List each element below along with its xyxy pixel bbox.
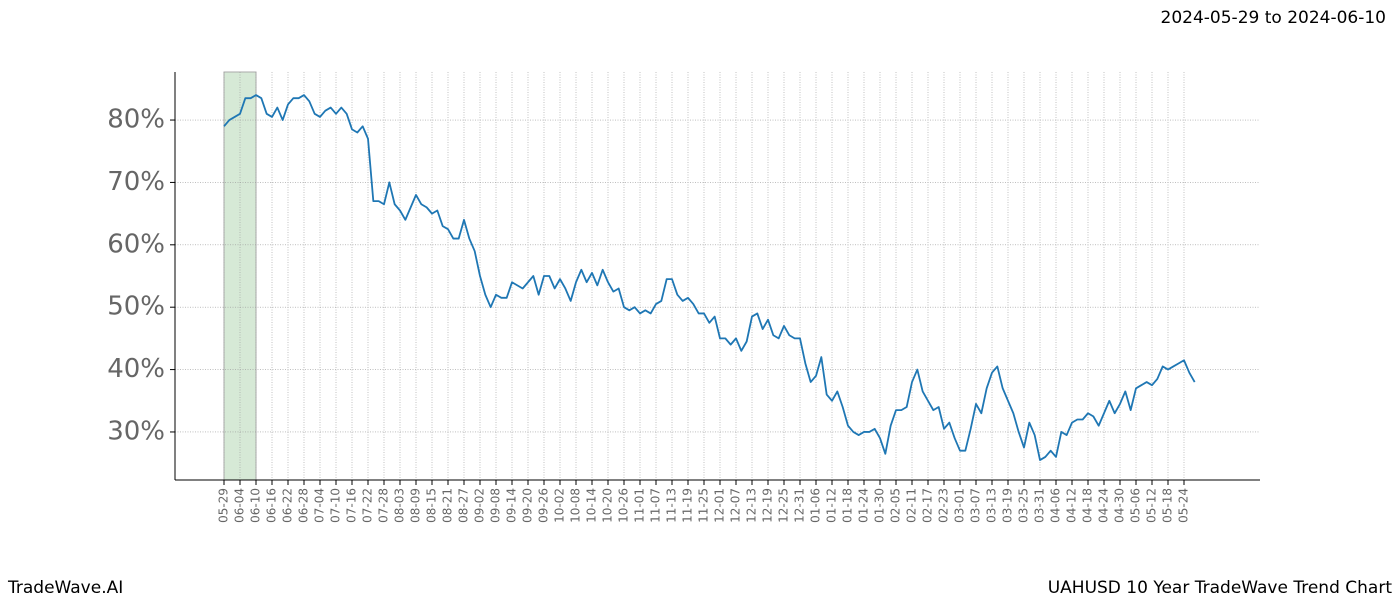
x-tick-label: 12-31: [793, 488, 807, 523]
x-tick-label: 07-10: [329, 488, 343, 523]
x-tick-label: 09-20: [521, 488, 535, 523]
x-tick-label: 12-13: [745, 488, 759, 523]
y-tick-label: 60%: [107, 229, 165, 259]
x-tick-label: 05-18: [1161, 488, 1175, 523]
x-tick-label: 12-01: [713, 488, 727, 523]
chart-title: 2024-05-29 to 2024-06-10: [1161, 8, 1386, 28]
trend-line: [223, 94, 1196, 461]
x-tick-label: 06-10: [249, 488, 263, 523]
x-tick-label: 10-20: [601, 488, 615, 523]
x-tick-label: 01-30: [873, 488, 887, 523]
y-tick-label: 30%: [107, 416, 165, 446]
x-tick-label: 09-08: [489, 488, 503, 523]
x-tick-label: 07-22: [361, 488, 375, 523]
x-tick-label: 09-14: [505, 488, 519, 523]
x-tick-label: 11-25: [697, 488, 711, 523]
x-tick-label: 02-23: [937, 488, 951, 523]
x-tick-label: 01-06: [809, 488, 823, 523]
x-tick-label: 05-06: [1129, 488, 1143, 523]
x-tick-label: 04-30: [1113, 488, 1127, 523]
x-tick-label: 08-21: [441, 488, 455, 523]
x-tick-label: 08-03: [393, 488, 407, 523]
x-tick-label: 02-17: [921, 488, 935, 523]
x-tick-label: 11-07: [649, 488, 663, 523]
x-tick-label: 02-05: [889, 488, 903, 523]
x-tick-label: 12-25: [777, 488, 791, 523]
x-tick-label: 04-18: [1081, 488, 1095, 523]
x-tick-label: 11-13: [665, 488, 679, 523]
x-tick-label: 01-12: [825, 488, 839, 523]
x-tick-label: 03-25: [1017, 488, 1031, 523]
x-tick-label: 01-18: [841, 488, 855, 523]
x-tick-label: 08-15: [425, 488, 439, 523]
x-tick-label: 05-29: [217, 488, 231, 523]
x-tick-label: 10-26: [617, 488, 631, 523]
x-tick-label: 03-31: [1033, 488, 1047, 523]
x-tick-label: 07-04: [313, 488, 327, 523]
x-tick-label: 04-06: [1049, 488, 1063, 523]
x-tick-label: 04-24: [1097, 488, 1111, 523]
x-tick-label: 11-19: [681, 488, 695, 523]
x-tick-label: 06-28: [297, 488, 311, 523]
x-tick-label: 09-26: [537, 488, 551, 523]
footer-right: UAHUSD 10 Year TradeWave Trend Chart: [1048, 578, 1393, 598]
x-tick-label: 10-14: [585, 488, 599, 523]
x-tick-label: 07-16: [345, 488, 359, 523]
x-tick-label: 06-04: [233, 488, 247, 523]
x-tick-label: 03-19: [1001, 488, 1015, 523]
x-tick-label: 12-07: [729, 488, 743, 523]
x-tick-label: 05-12: [1145, 488, 1159, 523]
x-tick-label: 11-01: [633, 488, 647, 523]
y-tick-label: 40%: [107, 354, 165, 384]
x-tick-label: 08-09: [409, 488, 423, 523]
x-tick-label: 10-02: [553, 488, 567, 523]
x-tick-label: 03-07: [969, 488, 983, 523]
footer-left: TradeWave.AI: [7, 578, 123, 598]
x-tick-label: 04-12: [1065, 488, 1079, 523]
x-tick-label: 02-11: [905, 488, 919, 523]
x-tick-label: 05-24: [1177, 488, 1191, 523]
highlight-span: [223, 71, 257, 481]
x-tick-label: 10-08: [569, 488, 583, 523]
x-tick-label: 12-19: [761, 488, 775, 523]
x-tick-label: 08-27: [457, 488, 471, 523]
x-tick-label: 01-24: [857, 488, 871, 523]
y-tick-label: 70%: [107, 167, 165, 197]
x-tick-label: 06-16: [265, 488, 279, 523]
x-tick-label: 03-01: [953, 488, 967, 523]
x-tick-label: 03-13: [985, 488, 999, 523]
x-tick-label: 06-22: [281, 488, 295, 523]
x-tick-label: 09-02: [473, 488, 487, 523]
x-tick-label: 07-28: [377, 488, 391, 523]
y-tick-label: 50%: [107, 292, 165, 322]
y-tick-label: 80%: [107, 105, 165, 135]
